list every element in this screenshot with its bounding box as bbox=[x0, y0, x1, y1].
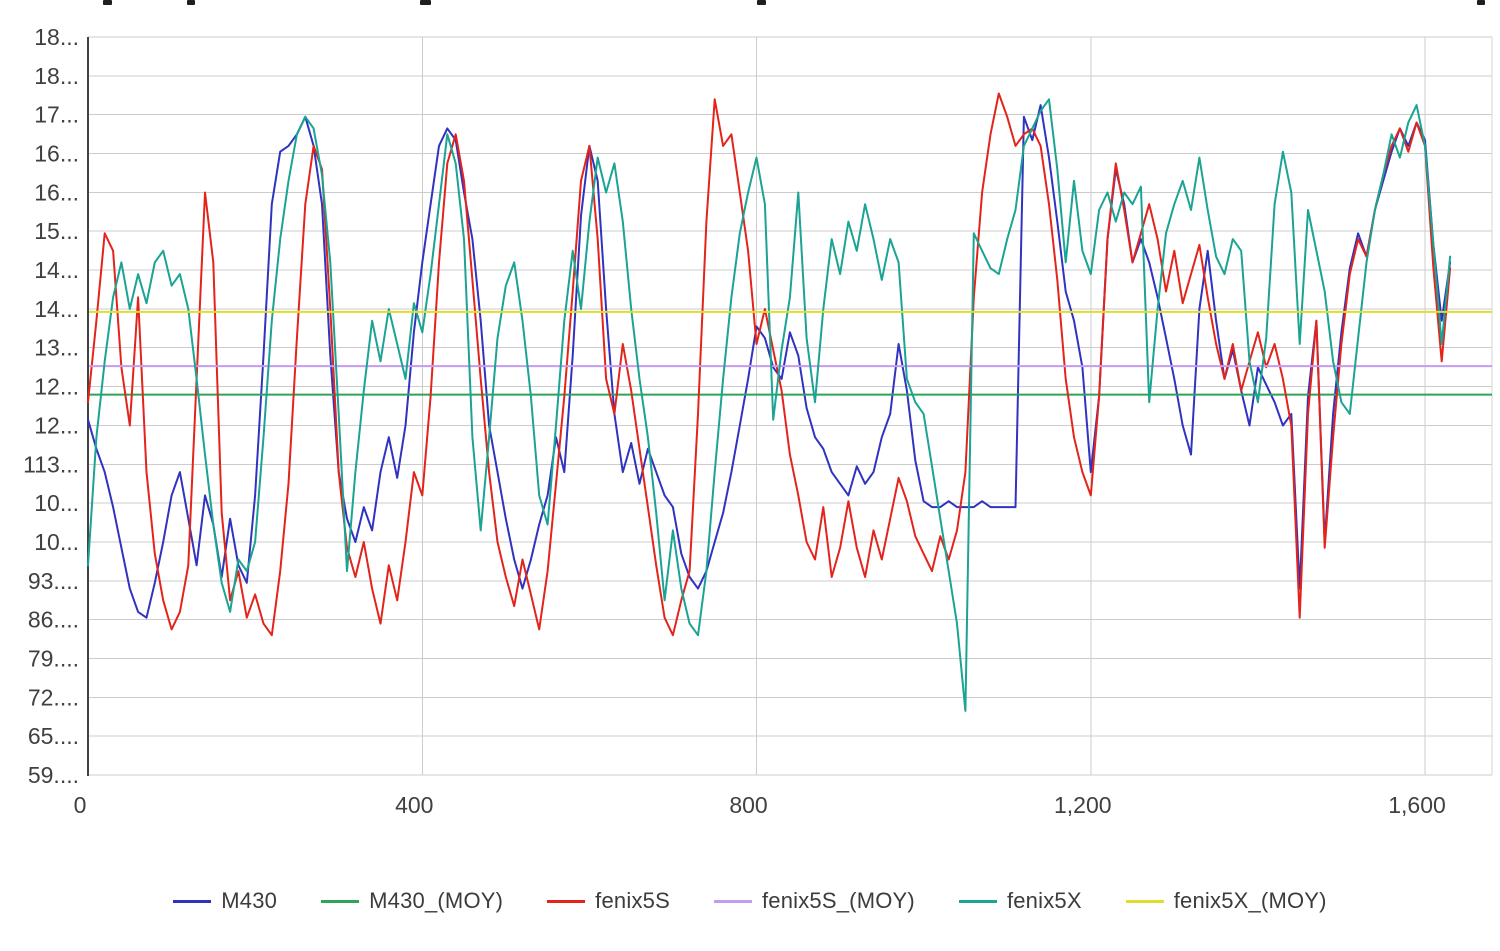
x-tick-label: 0 bbox=[74, 792, 87, 818]
y-tick-label: 12... bbox=[34, 374, 79, 400]
legend-swatch-fenix5s-moy-icon bbox=[713, 899, 752, 903]
legend-swatch-m430-icon bbox=[173, 899, 212, 903]
legend-swatch-m430-moy-icon bbox=[321, 899, 360, 903]
y-tick-label: 59.... bbox=[28, 762, 79, 788]
legend-item-fenix5x-moy: fenix5X_(MOY) bbox=[1125, 888, 1327, 914]
legend-swatch-fenix5x-icon bbox=[958, 899, 997, 903]
legend-label-m430-moy: M430_(MOY) bbox=[369, 888, 504, 913]
y-tick-label: 86.... bbox=[28, 607, 79, 633]
legend-item-fenix5s-moy: fenix5S_(MOY) bbox=[713, 888, 915, 914]
legend-label-m430: M430 bbox=[221, 888, 278, 913]
legend-item-fenix5x: fenix5X bbox=[958, 888, 1082, 914]
y-tick-label: 18... bbox=[34, 24, 79, 50]
legend-label-fenix5x-moy: fenix5X_(MOY) bbox=[1173, 888, 1327, 913]
legend-label-fenix5s: fenix5S bbox=[595, 888, 670, 913]
y-tick-label: 13... bbox=[34, 335, 79, 361]
cropped-text-fragment bbox=[1477, 0, 1485, 5]
y-tick-label: 17... bbox=[34, 102, 79, 128]
x-tick-label: 800 bbox=[729, 792, 767, 818]
y-tick-label: 16... bbox=[34, 141, 79, 167]
chart-legend: M430 M430_(MOY) fenix5S fenix5S_(MOY) fe… bbox=[0, 888, 1500, 914]
y-tick-label: 10... bbox=[34, 529, 79, 555]
legend-label-fenix5x: fenix5X bbox=[1006, 888, 1082, 913]
legend-swatch-fenix5s-icon bbox=[547, 899, 586, 903]
x-tick-label: 1,600 bbox=[1388, 792, 1446, 818]
y-tick-label: 12... bbox=[34, 412, 79, 438]
cropped-text-fragment bbox=[187, 0, 195, 5]
legend-item-m430: M430 bbox=[173, 888, 277, 914]
y-tick-label: 14... bbox=[34, 257, 79, 283]
cropped-text-fragment bbox=[757, 0, 766, 5]
y-tick-label: 18... bbox=[34, 63, 79, 89]
legend-item-fenix5s: fenix5S bbox=[547, 888, 670, 914]
y-tick-label: 16... bbox=[34, 179, 79, 205]
cropped-text-fragment bbox=[420, 0, 431, 5]
x-tick-label: 400 bbox=[395, 792, 433, 818]
y-tick-label: 10... bbox=[34, 490, 79, 516]
series-line-fenix5s bbox=[87, 92, 1452, 637]
y-tick-label: 15... bbox=[34, 218, 79, 244]
y-tick-label: 93.... bbox=[28, 568, 79, 594]
y-tick-label: 65.... bbox=[28, 723, 79, 749]
cropped-text-fragment bbox=[103, 0, 112, 5]
y-tick-label: 79.... bbox=[28, 645, 79, 671]
y-tick-label: 14... bbox=[34, 296, 79, 322]
legend-swatch-fenix5x-moy-icon bbox=[1125, 899, 1164, 903]
series-line-m430 bbox=[87, 104, 1452, 619]
legend-label-fenix5s-moy: fenix5S_(MOY) bbox=[761, 888, 915, 913]
legend-item-m430-moy: M430_(MOY) bbox=[321, 888, 503, 914]
x-tick-label: 1,200 bbox=[1054, 792, 1112, 818]
y-tick-label: 72.... bbox=[28, 684, 79, 710]
y-tick-label: 113... bbox=[23, 451, 79, 477]
